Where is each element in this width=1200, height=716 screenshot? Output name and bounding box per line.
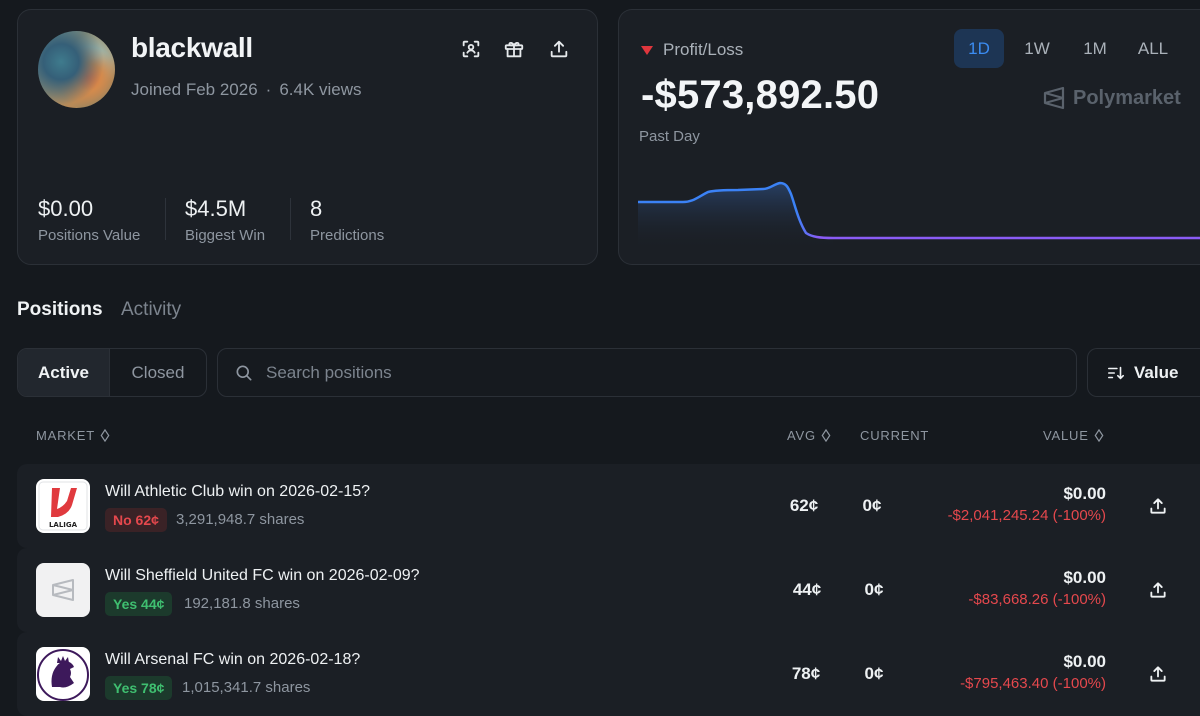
view-count: 6.4K views bbox=[279, 80, 362, 99]
sort-toggle-icon bbox=[1094, 429, 1104, 442]
header-market-label: MARKET bbox=[36, 428, 95, 443]
header-avg[interactable]: AVG bbox=[787, 428, 831, 443]
joined-date: Joined Feb 2026 bbox=[131, 80, 258, 99]
meta-separator: · bbox=[265, 80, 272, 99]
market-question[interactable]: Will Sheffield United FC win on 2026-02-… bbox=[105, 567, 420, 584]
profile-card: blackwall Joined Feb 2026 · 6.4K views $0.… bbox=[17, 9, 598, 265]
stat-value: 8 bbox=[310, 196, 323, 221]
sort-icon bbox=[1107, 366, 1125, 380]
avg-price: 44¢ bbox=[792, 580, 822, 599]
filter-closed-button[interactable]: Closed bbox=[131, 362, 185, 382]
pnl-amount: -$795,463.40 (-100%) bbox=[960, 675, 1106, 692]
pnl-area bbox=[638, 183, 833, 250]
gift-icon[interactable] bbox=[503, 38, 525, 60]
polymarket-logo-icon bbox=[36, 563, 90, 617]
stat-value: $4.5M bbox=[185, 196, 247, 221]
range-1d[interactable]: 1D bbox=[954, 29, 1004, 68]
value-amount: $0.00 bbox=[1063, 652, 1106, 671]
stat-biggest-win: $4.5M Biggest Win bbox=[185, 196, 265, 244]
search-icon bbox=[236, 365, 252, 381]
profile-meta: Joined Feb 2026 · 6.4K views bbox=[131, 80, 362, 100]
share-position-icon[interactable] bbox=[1148, 580, 1170, 602]
share-position-icon[interactable] bbox=[1148, 664, 1170, 686]
range-all[interactable]: ALL bbox=[1137, 38, 1169, 58]
search-input[interactable] bbox=[266, 349, 1056, 396]
current-price: 0¢ bbox=[864, 664, 884, 683]
current-price: 0¢ bbox=[864, 580, 884, 599]
pnl-amount: -$2,041,245.24 (-100%) bbox=[947, 507, 1106, 524]
outcome-badge: Yes 78¢ bbox=[105, 676, 173, 700]
header-value-label: VALUE bbox=[1043, 428, 1089, 443]
range-1m[interactable]: 1M bbox=[1083, 38, 1107, 58]
table-row[interactable]: LALIGA Will Athletic Club win on 2026-02… bbox=[17, 464, 1200, 548]
position-value: $0.00 -$795,463.40 (-100%) bbox=[960, 652, 1106, 692]
table-row[interactable]: Will Sheffield United FC win on 2026-02-… bbox=[17, 548, 1200, 632]
stat-divider bbox=[290, 198, 291, 240]
outcome-badge: No 62¢ bbox=[105, 508, 167, 532]
header-current-label: CURRENT bbox=[860, 428, 930, 443]
stat-positions-value: $0.00 Positions Value bbox=[38, 196, 140, 244]
value-amount: $0.00 bbox=[1063, 568, 1106, 587]
sort-label: Value bbox=[1134, 362, 1179, 382]
position-value: $0.00 -$83,668.26 (-100%) bbox=[968, 568, 1106, 608]
stat-label: Biggest Win bbox=[185, 227, 266, 244]
stat-label: Positions Value bbox=[38, 227, 141, 244]
avg-price: 62¢ bbox=[789, 496, 819, 515]
sort-toggle-icon bbox=[100, 429, 110, 442]
pnl-card: Profit/Loss -$573,892.50 Past Day 1D 1W … bbox=[618, 9, 1200, 265]
pnl-period: Past Day bbox=[639, 128, 700, 145]
pnl-value: -$573,892.50 bbox=[641, 73, 880, 117]
market-question[interactable]: Will Arsenal FC win on 2026-02-18? bbox=[105, 651, 361, 668]
search-box bbox=[217, 348, 1077, 397]
market-question[interactable]: Will Athletic Club win on 2026-02-15? bbox=[105, 483, 371, 500]
table-row[interactable]: Will Arsenal FC win on 2026-02-18? Yes 7… bbox=[17, 632, 1200, 716]
premier-league-logo-icon bbox=[36, 647, 90, 701]
header-current: CURRENT bbox=[860, 428, 929, 443]
share-icon[interactable] bbox=[548, 38, 570, 60]
laliga-logo-icon: LALIGA bbox=[36, 479, 90, 533]
header-avg-label: AVG bbox=[787, 428, 816, 443]
range-selector: 1D 1W 1M ALL bbox=[954, 29, 1178, 68]
header-value[interactable]: VALUE bbox=[1043, 428, 1104, 443]
polymarket-logo-icon bbox=[1043, 86, 1065, 110]
range-1w[interactable]: 1W bbox=[1024, 38, 1050, 58]
current-price: 0¢ bbox=[862, 496, 882, 515]
tab-activity[interactable]: Activity bbox=[121, 299, 182, 320]
stat-divider bbox=[165, 198, 166, 240]
header-market[interactable]: MARKET bbox=[36, 428, 110, 443]
sort-button[interactable]: Value bbox=[1087, 348, 1200, 397]
username: blackwall bbox=[131, 32, 253, 63]
shares-count: 3,291,948.7 shares bbox=[176, 511, 305, 528]
position-value: $0.00 -$2,041,245.24 (-100%) bbox=[948, 484, 1106, 524]
scan-icon[interactable] bbox=[460, 38, 482, 60]
avg-price: 78¢ bbox=[791, 664, 821, 683]
tab-positions[interactable]: Positions bbox=[17, 299, 103, 320]
down-triangle-icon bbox=[641, 45, 653, 55]
pnl-header: Profit/Loss bbox=[641, 40, 743, 60]
stat-label: Predictions bbox=[310, 227, 385, 244]
status-filter: Active Closed bbox=[17, 348, 207, 397]
value-amount: $0.00 bbox=[1063, 484, 1106, 503]
filter-active-button[interactable]: Active bbox=[18, 349, 110, 396]
shares-count: 1,015,341.7 shares bbox=[182, 679, 311, 696]
pnl-title: Profit/Loss bbox=[663, 40, 744, 59]
share-position-icon[interactable] bbox=[1148, 496, 1170, 518]
pnl-amount: -$83,668.26 (-100%) bbox=[968, 591, 1106, 608]
pnl-line bbox=[638, 181, 1200, 240]
laliga-logo-text: LALIGA bbox=[49, 521, 78, 529]
polymarket-brand: Polymarket bbox=[1043, 86, 1181, 110]
stat-value: $0.00 bbox=[38, 196, 94, 221]
pnl-chart bbox=[638, 181, 1200, 250]
sort-toggle-icon bbox=[821, 429, 831, 442]
brand-name: Polymarket bbox=[1073, 86, 1181, 109]
avatar[interactable] bbox=[38, 31, 115, 108]
outcome-badge: Yes 44¢ bbox=[105, 592, 173, 616]
stat-predictions: 8 Predictions bbox=[310, 196, 384, 244]
shares-count: 192,181.8 shares bbox=[184, 595, 300, 612]
